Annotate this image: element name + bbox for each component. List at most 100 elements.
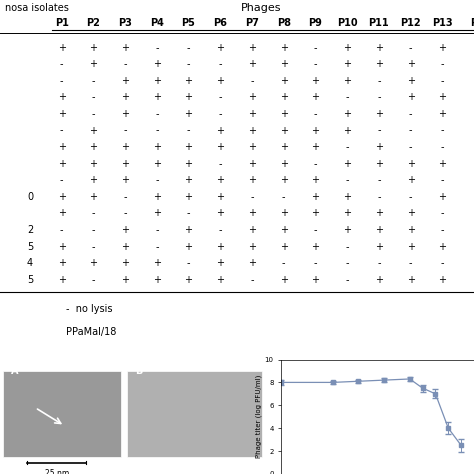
Text: P1: P1 (55, 18, 69, 28)
Text: -: - (60, 59, 64, 69)
Text: +: + (121, 258, 129, 268)
Text: +: + (343, 76, 351, 86)
Text: -: - (60, 225, 64, 235)
Text: +: + (216, 209, 224, 219)
Text: PPaMal/18: PPaMal/18 (66, 328, 117, 337)
Y-axis label: Phage titer (log PFU/ml): Phage titer (log PFU/ml) (255, 375, 262, 458)
Text: +: + (248, 258, 256, 268)
Text: +: + (121, 76, 129, 86)
Text: +: + (89, 142, 97, 152)
Text: -: - (377, 258, 381, 268)
Text: +: + (58, 209, 65, 219)
Text: -: - (60, 175, 64, 185)
Text: P3: P3 (118, 18, 132, 28)
Text: +: + (407, 225, 415, 235)
Text: +: + (248, 225, 256, 235)
Text: -: - (250, 275, 254, 285)
Text: -: - (219, 59, 222, 69)
Text: +: + (216, 242, 224, 252)
Text: +: + (407, 275, 415, 285)
Text: -: - (155, 43, 158, 53)
Text: -: - (440, 209, 444, 219)
Text: +: + (216, 142, 224, 152)
Text: +: + (184, 192, 192, 202)
Text: -: - (377, 175, 381, 185)
Text: +: + (248, 109, 256, 119)
Text: +: + (153, 59, 161, 69)
Text: +: + (280, 76, 288, 86)
Text: +: + (280, 225, 288, 235)
Text: +: + (248, 43, 256, 53)
Text: +: + (343, 109, 351, 119)
Text: -: - (155, 109, 158, 119)
Text: +: + (58, 92, 65, 102)
Text: -: - (440, 59, 444, 69)
Text: +: + (216, 275, 224, 285)
Text: -: - (123, 209, 127, 219)
Text: +: + (375, 43, 383, 53)
Text: -: - (187, 209, 190, 219)
Text: +: + (89, 59, 97, 69)
Text: +: + (311, 126, 319, 136)
Text: P13: P13 (432, 18, 453, 28)
Text: +: + (438, 192, 447, 202)
Text: +: + (89, 126, 97, 136)
Text: +: + (121, 142, 129, 152)
Text: +: + (89, 175, 97, 185)
Text: -: - (250, 192, 254, 202)
Text: +: + (184, 225, 192, 235)
Text: +: + (184, 159, 192, 169)
Text: -: - (346, 175, 349, 185)
Text: -: - (440, 142, 444, 152)
Text: P4: P4 (150, 18, 164, 28)
Text: -: - (440, 76, 444, 86)
Text: -: - (91, 109, 95, 119)
Text: -: - (91, 275, 95, 285)
Text: +: + (407, 76, 415, 86)
Text: +: + (153, 258, 161, 268)
Text: +: + (216, 175, 224, 185)
Text: +: + (121, 159, 129, 169)
Text: Phages: Phages (240, 3, 281, 13)
Text: +: + (89, 159, 97, 169)
Text: +: + (58, 242, 65, 252)
Text: +: + (375, 159, 383, 169)
Text: -: - (409, 109, 412, 119)
Text: P6: P6 (213, 18, 227, 28)
Text: +: + (375, 209, 383, 219)
Text: -: - (219, 225, 222, 235)
Text: +: + (58, 275, 65, 285)
Text: +: + (407, 209, 415, 219)
Text: P5: P5 (182, 18, 195, 28)
Text: +: + (311, 275, 319, 285)
Text: +: + (438, 275, 447, 285)
Text: -: - (377, 126, 381, 136)
Text: +: + (248, 242, 256, 252)
Text: P9: P9 (309, 18, 322, 28)
Text: +: + (153, 142, 161, 152)
Text: +: + (375, 109, 383, 119)
Text: -: - (123, 192, 127, 202)
Text: +: + (121, 275, 129, 285)
Text: -: - (155, 225, 158, 235)
Text: +: + (184, 76, 192, 86)
Text: +: + (89, 192, 97, 202)
Text: -: - (346, 275, 349, 285)
Text: P7: P7 (245, 18, 259, 28)
Text: -: - (409, 258, 412, 268)
Text: P2: P2 (86, 18, 100, 28)
Text: +: + (311, 92, 319, 102)
Text: +: + (216, 258, 224, 268)
Text: +: + (248, 209, 256, 219)
Text: -: - (346, 142, 349, 152)
Text: +: + (153, 159, 161, 169)
Text: +: + (153, 76, 161, 86)
Text: +: + (407, 159, 415, 169)
Text: 5: 5 (27, 275, 33, 285)
Text: +: + (248, 126, 256, 136)
Text: -: - (60, 126, 64, 136)
Text: +: + (184, 142, 192, 152)
Text: -: - (409, 192, 412, 202)
Text: +: + (343, 59, 351, 69)
Text: -: - (155, 175, 158, 185)
